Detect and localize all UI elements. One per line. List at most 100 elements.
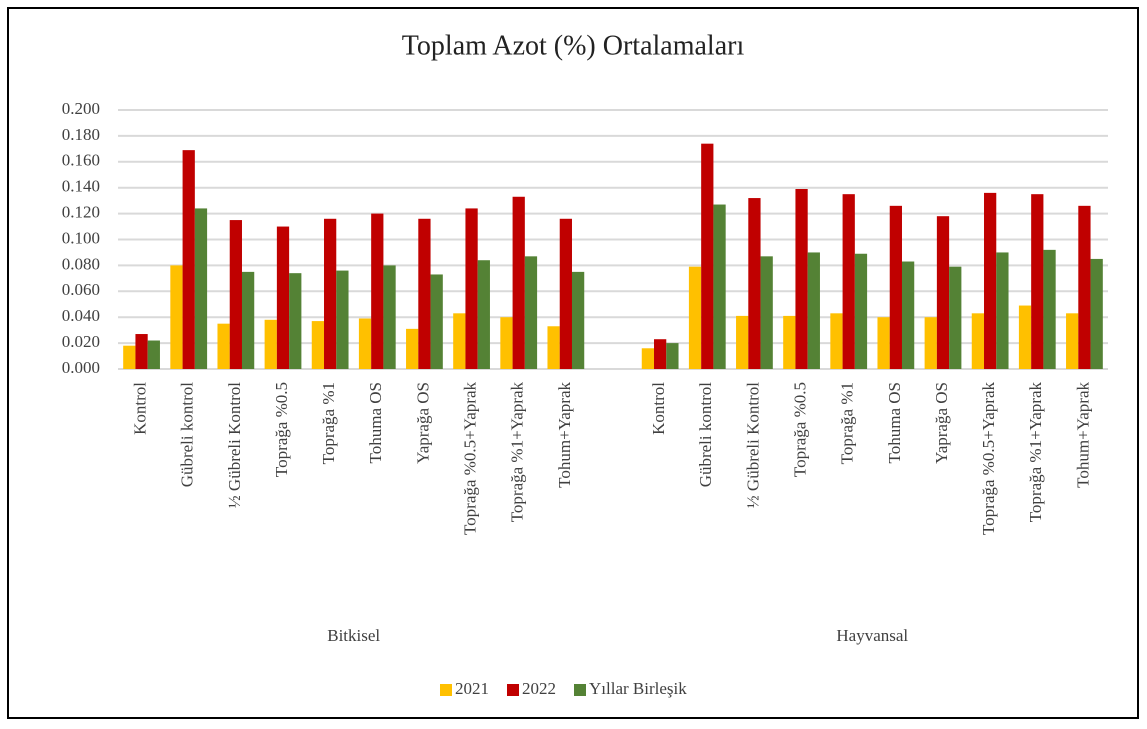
bar xyxy=(949,266,962,369)
bar xyxy=(783,315,796,369)
legend-swatch xyxy=(507,684,519,696)
bar xyxy=(194,208,208,369)
y-tick-label: 0.060 xyxy=(62,280,100,299)
bar xyxy=(842,194,855,369)
y-tick-label: 0.080 xyxy=(62,254,100,273)
x-tick-label: Toprağa %0.5+Yaprak xyxy=(979,382,998,536)
bar xyxy=(147,340,160,369)
x-tick-label: Tohum+Yaprak xyxy=(555,382,574,488)
x-tick-label: Toprağa %0.5 xyxy=(790,382,809,477)
bar xyxy=(736,315,749,369)
x-tick-label: Tohum+Yaprak xyxy=(1073,382,1092,488)
bar xyxy=(418,218,431,369)
x-tick-label: Gübreli kontrol xyxy=(696,382,715,488)
bar xyxy=(524,256,538,369)
bar xyxy=(641,348,655,369)
bar xyxy=(383,265,396,369)
x-tick-label: ½ Gübreli Kontrol xyxy=(743,382,762,508)
bar xyxy=(170,265,183,369)
x-tick-label: Toprağa %0.5 xyxy=(272,382,291,477)
bar xyxy=(547,326,560,369)
bar xyxy=(854,253,868,369)
legend-swatch xyxy=(440,684,452,696)
bar xyxy=(123,345,136,369)
y-tick-label: 0.120 xyxy=(62,203,100,222)
x-tick-label: Kontrol xyxy=(649,382,668,435)
y-tick-label: 0.040 xyxy=(62,306,100,325)
legend-label: 2022 xyxy=(522,679,556,698)
x-tick-label: Toprağa %1+Yaprak xyxy=(508,382,527,523)
bar xyxy=(324,218,337,369)
legend-swatch xyxy=(574,684,586,696)
bar xyxy=(971,313,985,369)
x-tick-label: Toprağa %1+Yaprak xyxy=(1026,382,1045,523)
bar xyxy=(512,196,525,369)
group-label: Bitkisel xyxy=(327,626,380,645)
x-tick-label: Gübreli kontrol xyxy=(178,382,197,488)
legend-label: 2021 xyxy=(455,679,489,698)
bar xyxy=(1018,305,1032,369)
bar xyxy=(217,323,230,369)
bar xyxy=(311,321,325,369)
group-label: Hayvansal xyxy=(836,626,908,645)
bar xyxy=(406,328,419,369)
bar xyxy=(760,256,773,369)
bar xyxy=(135,334,148,369)
bar xyxy=(666,343,679,369)
bar xyxy=(241,271,255,369)
y-tick-label: 0.000 xyxy=(62,358,100,377)
y-tick-label: 0.020 xyxy=(62,332,100,351)
bar xyxy=(500,317,513,369)
x-tick-label: Toprağa %0.5+Yaprak xyxy=(460,382,479,536)
y-tick-label: 0.100 xyxy=(62,228,100,247)
bar xyxy=(795,188,808,369)
bar xyxy=(358,318,372,369)
legend-label: Yıllar Birleşik xyxy=(589,679,687,698)
bar xyxy=(877,317,890,369)
x-tick-label: Yaprağa OS xyxy=(413,382,432,464)
bar xyxy=(713,204,726,369)
bar xyxy=(1090,258,1103,369)
chart-title: Toplam Azot (%) Ortalamaları xyxy=(402,30,745,61)
bar xyxy=(571,271,585,369)
bar xyxy=(276,226,290,369)
bar xyxy=(336,270,349,369)
legend: 2021 2022 Yıllar Birleşik xyxy=(440,679,687,698)
bar xyxy=(984,192,997,369)
bar xyxy=(830,313,843,369)
bar xyxy=(654,339,667,369)
x-tick-label: Yaprağa OS xyxy=(932,382,951,464)
bar xyxy=(289,273,302,369)
y-tick-label: 0.200 xyxy=(62,99,100,118)
bar xyxy=(701,143,714,369)
bar xyxy=(430,274,443,369)
bar xyxy=(1066,313,1079,369)
bar xyxy=(477,260,490,369)
bar xyxy=(1031,194,1044,369)
x-tick-label: Toprağa %1 xyxy=(319,382,338,464)
bar xyxy=(1078,205,1091,369)
x-tick-label: Toprağa %1 xyxy=(838,382,857,464)
bar xyxy=(371,213,384,369)
x-tick-label: ½ Gübreli Kontrol xyxy=(225,382,244,508)
bar xyxy=(748,198,761,369)
bar xyxy=(936,216,950,369)
y-tick-label: 0.180 xyxy=(62,125,100,144)
bar xyxy=(1043,249,1056,369)
x-tick-label: Kontrol xyxy=(130,382,149,435)
bar xyxy=(182,150,195,369)
bar xyxy=(453,313,466,369)
bar xyxy=(229,220,242,369)
bar xyxy=(807,252,820,369)
y-tick-label: 0.160 xyxy=(62,151,100,170)
bar xyxy=(688,266,702,369)
x-tick-label: Tohuma OS xyxy=(366,382,385,463)
bar xyxy=(465,208,478,369)
bar xyxy=(924,317,937,369)
bar xyxy=(889,205,902,369)
bar xyxy=(901,261,915,369)
x-tick-label: Tohuma OS xyxy=(885,382,904,463)
bar xyxy=(996,252,1009,369)
y-tick-label: 0.140 xyxy=(62,177,100,196)
